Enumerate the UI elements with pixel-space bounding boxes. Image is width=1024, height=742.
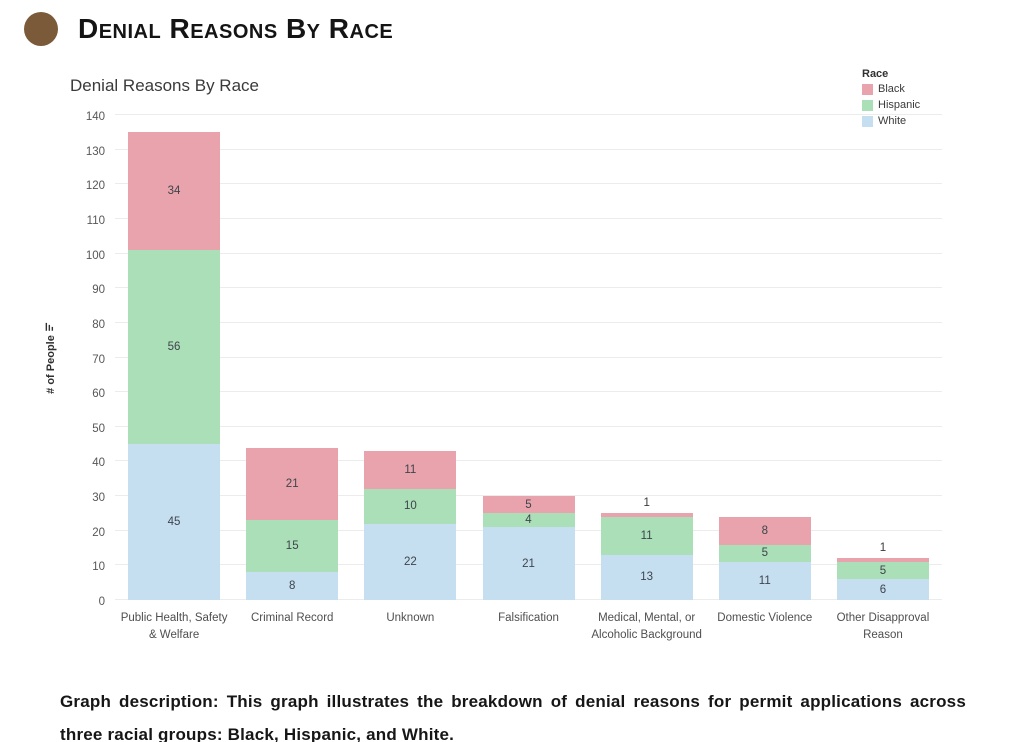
page-title: Denial Reasons By Race [78,13,394,44]
legend-label: Black [878,83,905,95]
bar-segment-white[interactable]: 13 [600,554,693,600]
y-tick-label: 120 [85,180,105,193]
y-axis-label: # of People [45,334,57,394]
bullet-icon [24,12,58,46]
x-axis-label: Domestic Violence [717,612,813,624]
segment-value-label: 8 [761,524,768,537]
segment-value-label: 22 [403,555,417,568]
y-tick-label: 20 [92,526,105,539]
segment-value-label: 11 [640,529,653,542]
legend-title: Race [862,68,889,80]
segment-value-label: 11 [404,464,417,477]
segment-value-label: 6 [879,583,887,596]
gridline [115,148,942,150]
bar-segment-white[interactable]: 11 [718,561,811,600]
bar-segment-black[interactable]: 5 [482,496,575,514]
segment-value-label: 21 [285,477,299,490]
segment-value-label: 5 [525,498,532,511]
x-axis-label: Medical, Mental, or Alcoholic Background [591,612,702,642]
bar-segment-white[interactable]: 8 [246,572,339,600]
chart-title: Denial Reasons By Race [70,76,259,95]
segment-value-label: 4 [525,514,532,527]
bar-segment-hispanic[interactable]: 10 [364,489,457,524]
y-tick-label: 40 [92,457,105,470]
legend-label: Hispanic [878,99,921,111]
segment-value-label: 13 [640,571,654,584]
y-tick-label: 70 [92,353,105,366]
y-tick-label: 90 [92,284,105,297]
segment-value-label: 34 [167,185,181,198]
bar-segment-black[interactable]: 8 [718,516,811,545]
segment-value-label: 5 [879,564,887,577]
legend-items: Black Hispanic White [862,83,920,127]
y-tick-label: 130 [85,145,105,158]
x-axis-label: Unknown [386,612,435,624]
legend-item-white[interactable]: White [862,115,920,127]
y-tick-label: 110 [86,214,105,227]
segment-value-label: 5 [761,547,768,560]
gridline [115,495,942,497]
y-tick-label: 60 [92,388,105,401]
x-axis-label: Public Health, Safety & Welfare [120,612,228,642]
y-tick-label: 30 [92,492,105,505]
gridline [115,391,942,393]
bar-segment-white[interactable]: 21 [482,527,575,600]
y-tick-label: 100 [85,249,105,262]
gridline [115,217,942,219]
bar-segment-hispanic[interactable]: 11 [600,516,693,555]
sort-icon[interactable] [45,322,57,331]
y-axis-title: # of People [40,115,62,600]
bar-segment-hispanic[interactable]: 5 [836,561,929,580]
segment-value-label-above: 1 [643,497,650,510]
segment-value-label-above: 1 [879,542,887,555]
bar-segment-black[interactable]: 34 [128,132,221,251]
x-axis-label: Criminal Record [250,612,334,624]
bar-segment-hispanic[interactable]: 4 [482,513,575,528]
gridline [115,183,942,185]
graph-description: Graph description: This graph illustrate… [60,692,966,742]
gridline [115,114,942,115]
segment-value-label: 45 [167,516,181,529]
gridline [115,425,942,427]
gridline [115,460,942,462]
y-tick-label: 50 [92,422,105,435]
legend-swatch-black [862,83,873,95]
legend-swatch-hispanic [862,99,873,111]
gridline [115,287,942,289]
bar-segment-black[interactable] [600,513,693,517]
bar-segment-white[interactable]: 45 [128,444,221,600]
y-tick-label: 10 [92,561,105,574]
segment-value-label: 56 [167,341,181,354]
page-header: Denial Reasons By Race [24,12,393,46]
bar-segment-hispanic[interactable]: 15 [246,520,339,573]
segment-value-label: 15 [285,540,299,553]
bar-segment-black[interactable] [836,558,929,562]
segment-value-label: 10 [403,500,417,513]
y-tick-label: 0 [98,596,105,608]
bar-segment-hispanic[interactable]: 56 [128,250,221,445]
bar-segment-black[interactable]: 11 [364,451,457,490]
legend-item-black[interactable]: Black [862,83,920,95]
y-tick-label: 80 [92,318,105,331]
segment-value-label: 8 [289,580,296,593]
gridline [115,252,942,254]
legend-swatch-white [862,115,873,127]
legend-item-hispanic[interactable]: Hispanic [862,99,920,111]
bar-segment-white[interactable]: 22 [364,523,457,600]
bar-segment-hispanic[interactable]: 5 [718,544,811,562]
segment-value-label: 21 [522,557,535,570]
bar-segment-black[interactable]: 21 [246,447,339,521]
gridline [115,356,942,358]
y-tick-label: 140 [85,111,105,123]
gridline [115,321,942,323]
plot-area: 0 10 20 30 40 50 60 70 80 90 100 110 120 130 140 45 56 34… [86,111,942,641]
x-axis-label: Other Disapproval Reason [836,612,930,642]
legend: Race Black Hispanic White [858,66,925,133]
x-axis-label: Falsification [498,612,559,624]
bar-segment-white[interactable]: 6 [836,579,929,600]
legend-label: White [878,115,907,127]
chart-card: Denial Reasons By Race Race Black Hispani… [0,60,1024,660]
segment-value-label: 11 [758,574,771,587]
